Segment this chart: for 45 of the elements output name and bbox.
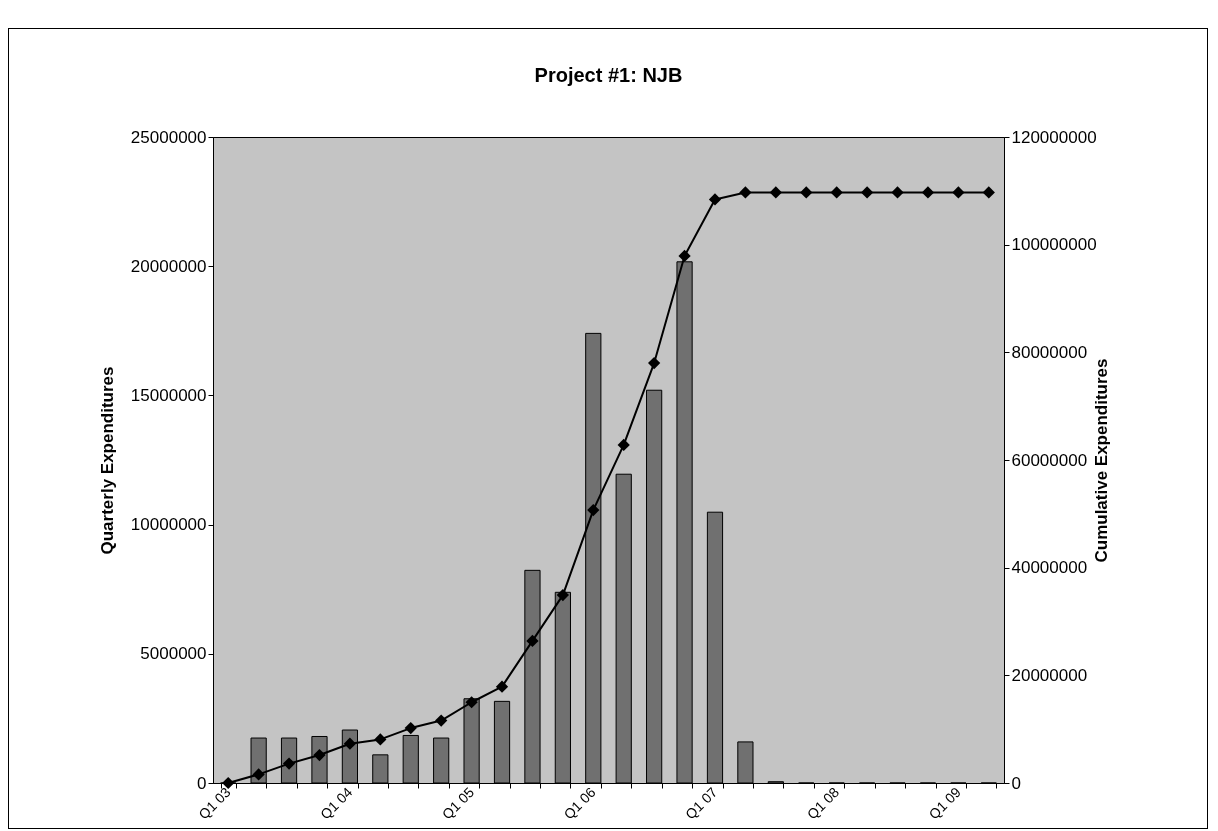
point bbox=[556, 589, 569, 602]
point bbox=[800, 186, 813, 199]
point bbox=[678, 249, 691, 263]
point bbox=[465, 696, 478, 709]
x-tick-label: Q1 05 bbox=[438, 783, 478, 823]
y-tick-label: 10000000 bbox=[130, 515, 207, 535]
point bbox=[952, 186, 965, 199]
point bbox=[222, 776, 235, 790]
point bbox=[435, 714, 448, 727]
x-tick-label: Q1 04 bbox=[317, 783, 356, 823]
point bbox=[495, 680, 509, 693]
point bbox=[921, 186, 935, 199]
y-tick-label: 5000000 bbox=[140, 644, 207, 664]
y-tick-label: 20000000 bbox=[130, 256, 207, 276]
point bbox=[374, 733, 387, 746]
point bbox=[982, 186, 995, 199]
y2-tick-label: 100000000 bbox=[1011, 235, 1097, 255]
point bbox=[860, 186, 874, 199]
y2-axis-title: Cumulative Expenditures bbox=[1091, 358, 1111, 563]
point bbox=[648, 356, 661, 370]
point bbox=[343, 737, 357, 750]
x-tick-label: Q1 07 bbox=[682, 783, 721, 823]
point bbox=[617, 438, 630, 452]
point bbox=[708, 193, 722, 206]
chart-title: Project #1: NJB bbox=[534, 64, 683, 86]
y-tick-label: 15000000 bbox=[130, 385, 207, 405]
y2-tick-label: 60000000 bbox=[1011, 450, 1088, 470]
point bbox=[830, 186, 843, 199]
point bbox=[769, 186, 782, 199]
x-tick-label: Q1 09 bbox=[925, 783, 964, 823]
y2-tick-label: 20000000 bbox=[1011, 665, 1088, 685]
point bbox=[891, 186, 904, 199]
y2-tick-label: 120000000 bbox=[1011, 127, 1097, 147]
point bbox=[739, 186, 752, 199]
y-axis-title: Quarterly Expenditures bbox=[97, 366, 117, 555]
y2-tick-label: 40000000 bbox=[1011, 558, 1088, 578]
x-tick-label: Q1 08 bbox=[803, 783, 843, 823]
y2-tick-label: 0 bbox=[1011, 773, 1021, 793]
point bbox=[526, 634, 539, 647]
y2-tick-label: 80000000 bbox=[1011, 342, 1088, 362]
x-tick-label: Q1 06 bbox=[560, 783, 599, 823]
y-tick-label: 25000000 bbox=[130, 127, 207, 147]
point bbox=[587, 503, 600, 517]
point bbox=[404, 721, 417, 735]
y-tick-label: 0 bbox=[197, 773, 207, 793]
